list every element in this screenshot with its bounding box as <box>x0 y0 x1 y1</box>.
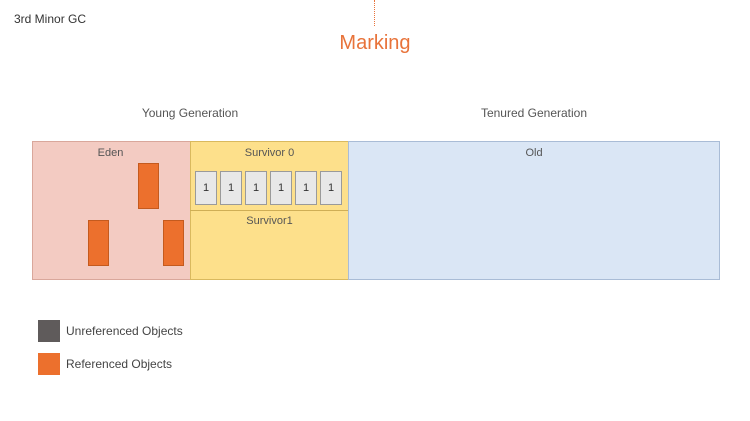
object-age: 1 <box>202 182 210 194</box>
timeline-connector <box>374 0 375 26</box>
referenced-swatch <box>38 353 60 375</box>
survivor0-object: 1 <box>195 171 217 205</box>
unreferenced-swatch <box>38 320 60 342</box>
survivor-divider <box>190 210 349 211</box>
survivor0-label: Survivor 0 <box>244 147 295 159</box>
tenured-generation-label: Tenured Generation <box>480 106 588 120</box>
eden-referenced-object <box>88 220 109 266</box>
object-age: 1 <box>327 182 335 194</box>
eden-label: Eden <box>97 147 124 159</box>
survivor0-object: 1 <box>220 171 242 205</box>
survivor0-object: 1 <box>245 171 267 205</box>
old-label: Old <box>525 147 543 159</box>
young-generation-label: Young Generation <box>141 106 239 120</box>
object-age: 1 <box>302 182 310 194</box>
object-age: 1 <box>227 182 235 194</box>
old-space <box>348 141 720 280</box>
survivor1-label: Survivor1 <box>246 215 293 227</box>
survivor0-object: 1 <box>320 171 342 205</box>
step-label: 3rd Minor GC <box>14 12 87 26</box>
unreferenced-legend-label: Unreferenced Objects <box>66 324 183 338</box>
object-age: 1 <box>277 182 285 194</box>
eden-referenced-object <box>163 220 184 266</box>
phase-title: Marking <box>339 32 411 54</box>
survivor0-object: 1 <box>295 171 317 205</box>
eden-referenced-object <box>138 163 159 209</box>
survivor0-object: 1 <box>270 171 292 205</box>
referenced-legend-label: Referenced Objects <box>66 357 173 371</box>
object-age: 1 <box>252 182 260 194</box>
